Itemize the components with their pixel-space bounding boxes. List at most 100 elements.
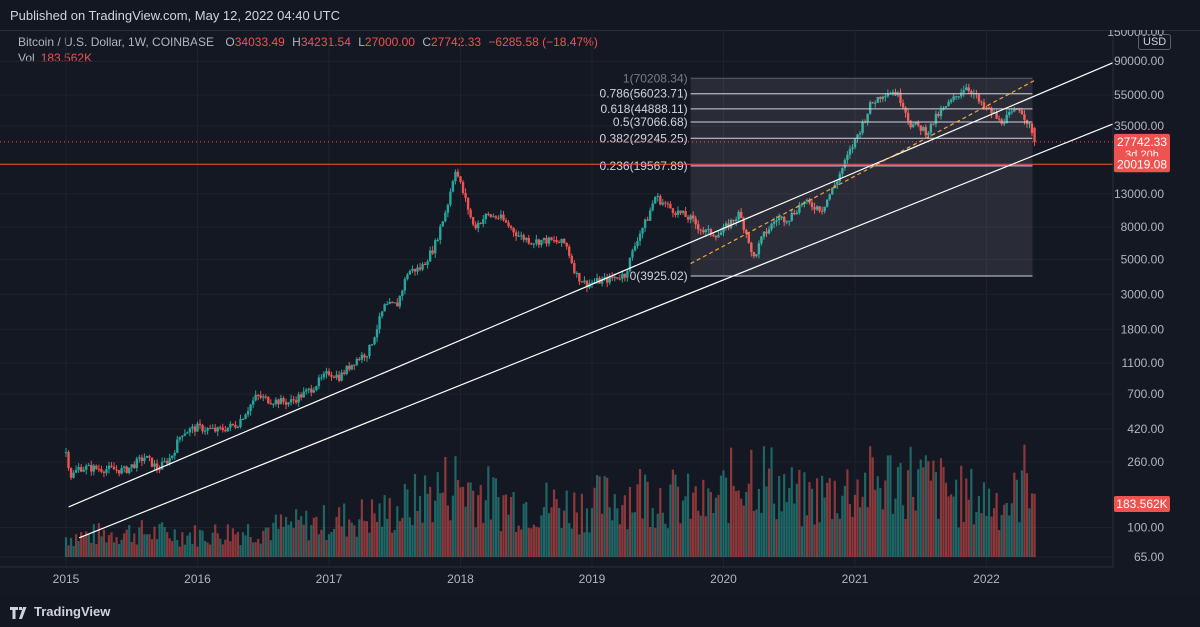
candle xyxy=(965,87,968,91)
candle xyxy=(373,337,376,345)
volume-bar xyxy=(348,519,351,557)
candle xyxy=(641,227,644,234)
volume-bar xyxy=(358,519,361,557)
volume-bar xyxy=(932,460,935,557)
volume-bar xyxy=(760,512,763,557)
candle xyxy=(684,211,687,217)
candle xyxy=(67,452,70,469)
volume-bar xyxy=(269,540,272,557)
candle xyxy=(130,464,133,468)
candle xyxy=(788,220,791,222)
footer: TradingView xyxy=(0,596,1200,627)
volume-bar xyxy=(904,519,907,557)
volume-bar xyxy=(707,488,710,557)
volume-bar xyxy=(284,516,288,557)
volume-bar xyxy=(310,525,313,557)
volume-bar xyxy=(810,488,814,557)
candle xyxy=(436,239,439,241)
candle xyxy=(740,211,743,218)
candle xyxy=(474,224,477,229)
volume-bar xyxy=(578,534,581,557)
candle xyxy=(977,94,981,102)
candle xyxy=(623,274,627,278)
candle xyxy=(924,127,928,136)
candle xyxy=(279,398,283,405)
volume-bar xyxy=(158,523,161,557)
volume-bar xyxy=(977,495,981,557)
symbol-name[interactable]: Bitcoin / U.S. Dollar, 1W, COINBASE xyxy=(18,35,215,49)
candle xyxy=(1003,123,1006,125)
price-chart[interactable]: 1(70208.34) 0.786(56023.71)0.618(44888.11… xyxy=(0,30,1200,596)
volume-bar xyxy=(454,456,457,557)
volume-bar xyxy=(289,521,293,557)
volume-bar xyxy=(889,455,892,557)
volume-bar xyxy=(649,527,652,557)
volume-bar xyxy=(848,504,852,557)
candle xyxy=(590,282,594,284)
volume-bar xyxy=(795,483,798,557)
candle xyxy=(165,460,169,464)
volume-bar xyxy=(960,465,963,557)
volume-bar xyxy=(922,467,925,557)
volume-bar xyxy=(90,542,93,557)
volume-bar xyxy=(330,532,333,557)
volume-bar xyxy=(982,482,986,557)
candle xyxy=(666,203,670,205)
volume-bar xyxy=(532,524,535,557)
candle xyxy=(315,386,318,391)
volume-bar xyxy=(64,537,68,557)
candle xyxy=(289,399,293,403)
candle xyxy=(530,243,533,245)
volume-bar xyxy=(67,545,70,557)
volume-bar xyxy=(317,534,320,557)
tradingview-logo[interactable]: TradingView xyxy=(10,604,110,619)
candle xyxy=(545,237,548,244)
candle xyxy=(112,466,116,470)
candle xyxy=(274,399,278,404)
volume-bar xyxy=(246,524,250,557)
candle xyxy=(651,203,654,211)
candle xyxy=(244,414,247,419)
candle xyxy=(922,127,925,131)
candle xyxy=(117,470,121,474)
volume-bar xyxy=(558,507,561,557)
volume-bar xyxy=(826,482,829,557)
candle xyxy=(168,457,171,464)
candle xyxy=(198,423,202,426)
volume-bar xyxy=(257,538,260,557)
volume-bar xyxy=(1020,470,1024,557)
candle xyxy=(110,465,113,467)
candle xyxy=(140,457,144,462)
candle xyxy=(138,457,141,459)
volume-bar xyxy=(1028,508,1031,557)
volume-bar xyxy=(416,511,419,557)
candle xyxy=(742,217,745,230)
candle xyxy=(605,277,609,283)
candle xyxy=(408,270,412,275)
candle xyxy=(846,154,849,161)
currency-button[interactable]: USD xyxy=(1138,34,1172,50)
volume-bar xyxy=(851,516,854,557)
volume-bar xyxy=(949,494,953,557)
volume-bar xyxy=(277,528,280,557)
candle xyxy=(560,238,563,243)
volume-bar xyxy=(757,488,761,557)
volume-bar xyxy=(894,498,897,557)
low-label: L xyxy=(358,35,365,49)
volume-bar xyxy=(396,506,399,557)
volume-bar xyxy=(274,514,277,557)
candle xyxy=(246,411,250,415)
volume-bar xyxy=(917,469,920,557)
volume-bar xyxy=(343,503,346,557)
volume-bar xyxy=(1000,515,1003,557)
volume-bar xyxy=(259,543,262,557)
volume-bar xyxy=(365,521,369,557)
candle xyxy=(899,92,902,103)
last-price-label-bg xyxy=(1114,133,1170,160)
volume-bar xyxy=(123,533,126,557)
candle xyxy=(383,304,386,312)
volume-bar xyxy=(674,474,677,557)
volume-bar xyxy=(368,532,371,557)
candle xyxy=(848,149,852,155)
volume-bar xyxy=(570,528,573,557)
